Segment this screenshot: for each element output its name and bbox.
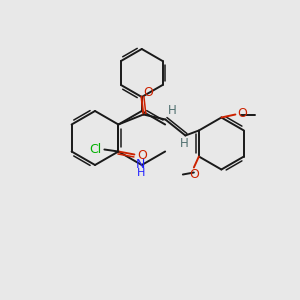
Text: H: H bbox=[180, 137, 189, 150]
Text: H: H bbox=[168, 104, 177, 117]
Text: O: O bbox=[237, 107, 247, 120]
Text: O: O bbox=[189, 168, 199, 181]
Text: H: H bbox=[136, 168, 145, 178]
Text: O: O bbox=[143, 86, 153, 99]
Text: Cl: Cl bbox=[89, 143, 101, 156]
Text: N: N bbox=[136, 158, 146, 170]
Text: O: O bbox=[137, 149, 147, 162]
